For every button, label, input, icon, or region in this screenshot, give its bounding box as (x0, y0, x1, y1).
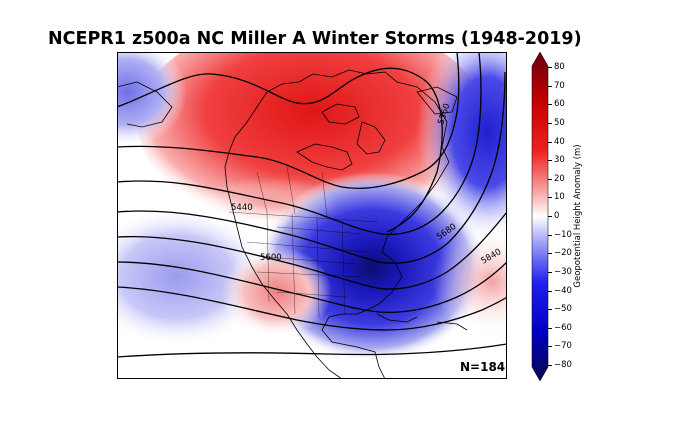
colorbar-tick-mark (548, 365, 552, 366)
colorbar-tick-mark (548, 253, 552, 255)
negative-anomaly-northwest (117, 52, 187, 147)
colorbar-tick-label: −50 (554, 304, 572, 315)
colorbar-tick-label: −10 (554, 229, 572, 240)
colorbar-tick-mark (548, 290, 552, 292)
colorbar-tick-mark (548, 104, 552, 106)
anomaly-map: 5360 5440 5600 5680 5840 (117, 52, 507, 379)
colorbar-tick-label: −40 (554, 285, 572, 296)
colorbar-tick-mark (548, 197, 552, 199)
positive-anomaly-west (197, 177, 337, 227)
political-boundaries (228, 166, 378, 318)
colorbar-tick-label: −70 (554, 341, 572, 352)
colorbar-tick-mark (548, 234, 552, 236)
colorbar-tick-mark (548, 122, 552, 124)
colorbar-tick-label: 60 (554, 99, 565, 110)
colorbar-tick-mark (548, 327, 552, 329)
colorbar-tick-label: −80 (554, 360, 572, 370)
colorbar-tick-label: 50 (554, 117, 565, 128)
colorbar-tick-mark (548, 67, 552, 68)
colorbar-tick-mark (548, 178, 552, 180)
map-border (117, 52, 507, 379)
colorbar-tick-mark (548, 141, 552, 143)
colorbar-tick-label: 80 (554, 62, 565, 72)
contour-label: 5600 (260, 253, 282, 263)
colorbar-tick-mark (548, 216, 552, 217)
colorbar-tick-mark (548, 85, 552, 87)
positive-anomaly-atlantic (432, 227, 507, 337)
colorbar-tick-label: 10 (554, 192, 565, 203)
colorbar-tick-label: −30 (554, 266, 572, 277)
colorbar-tick-mark (548, 309, 552, 311)
colorbar-label: Geopotential Height Anomaly (m) (573, 144, 583, 288)
colorbar-tick-label: 70 (554, 80, 565, 91)
colorbar-tick-label: 20 (554, 173, 565, 184)
colorbar-tick-mark (548, 271, 552, 273)
chart-title: NCEPR1 z500a NC Miller A Winter Storms (… (48, 29, 582, 49)
height-contours (117, 52, 507, 358)
colorbar-tick-label: 0 (554, 211, 560, 221)
contour-label: 5440 (231, 203, 253, 213)
colorbar-tick-label: 30 (554, 155, 565, 166)
colorbar-tick-label: −60 (554, 322, 572, 333)
sample-count: N=184 (460, 360, 506, 374)
colorbar (531, 52, 549, 381)
colorbar-tick-label: 40 (554, 136, 565, 147)
map-canvas: 5360 5440 5600 5680 5840 (117, 52, 507, 379)
negative-anomaly-northeast (417, 52, 507, 242)
colorbar-tick-label: −20 (554, 248, 572, 259)
colorbar-tick-mark (548, 160, 552, 162)
colorbar-tick-mark (548, 346, 552, 348)
